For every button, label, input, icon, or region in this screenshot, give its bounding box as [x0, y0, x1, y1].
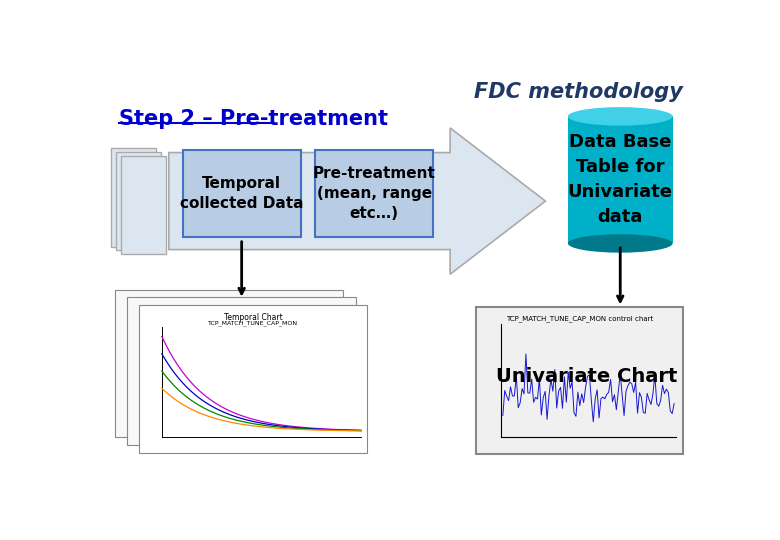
FancyBboxPatch shape [139, 305, 367, 453]
Text: Univariate Chart: Univariate Chart [496, 367, 677, 386]
Ellipse shape [568, 107, 672, 126]
Text: Pre-treatment
(mean, range
etc…): Pre-treatment (mean, range etc…) [313, 166, 435, 221]
FancyBboxPatch shape [183, 150, 300, 237]
Text: TCP_MATCH_TUNE_CAP_MON: TCP_MATCH_TUNE_CAP_MON [207, 320, 298, 326]
Text: FDC methodology: FDC methodology [473, 82, 682, 102]
FancyBboxPatch shape [476, 307, 683, 454]
FancyBboxPatch shape [121, 156, 165, 254]
FancyBboxPatch shape [112, 148, 157, 247]
FancyBboxPatch shape [116, 152, 161, 251]
Text: Step 2 – Pre-treatment: Step 2 – Pre-treatment [119, 110, 388, 130]
FancyBboxPatch shape [115, 289, 343, 437]
FancyBboxPatch shape [315, 150, 433, 237]
Text: Temporal Chart: Temporal Chart [224, 313, 282, 322]
FancyBboxPatch shape [568, 117, 672, 244]
Polygon shape [168, 128, 545, 274]
Ellipse shape [568, 234, 672, 253]
Text: TCP_MATCH_TUNE_CAP_MON control chart: TCP_MATCH_TUNE_CAP_MON control chart [506, 315, 653, 322]
Text: Temporal
collected Data: Temporal collected Data [180, 176, 303, 211]
Text: Data Base
Table for
Univariate
data: Data Base Table for Univariate data [568, 133, 672, 226]
FancyBboxPatch shape [127, 298, 356, 445]
